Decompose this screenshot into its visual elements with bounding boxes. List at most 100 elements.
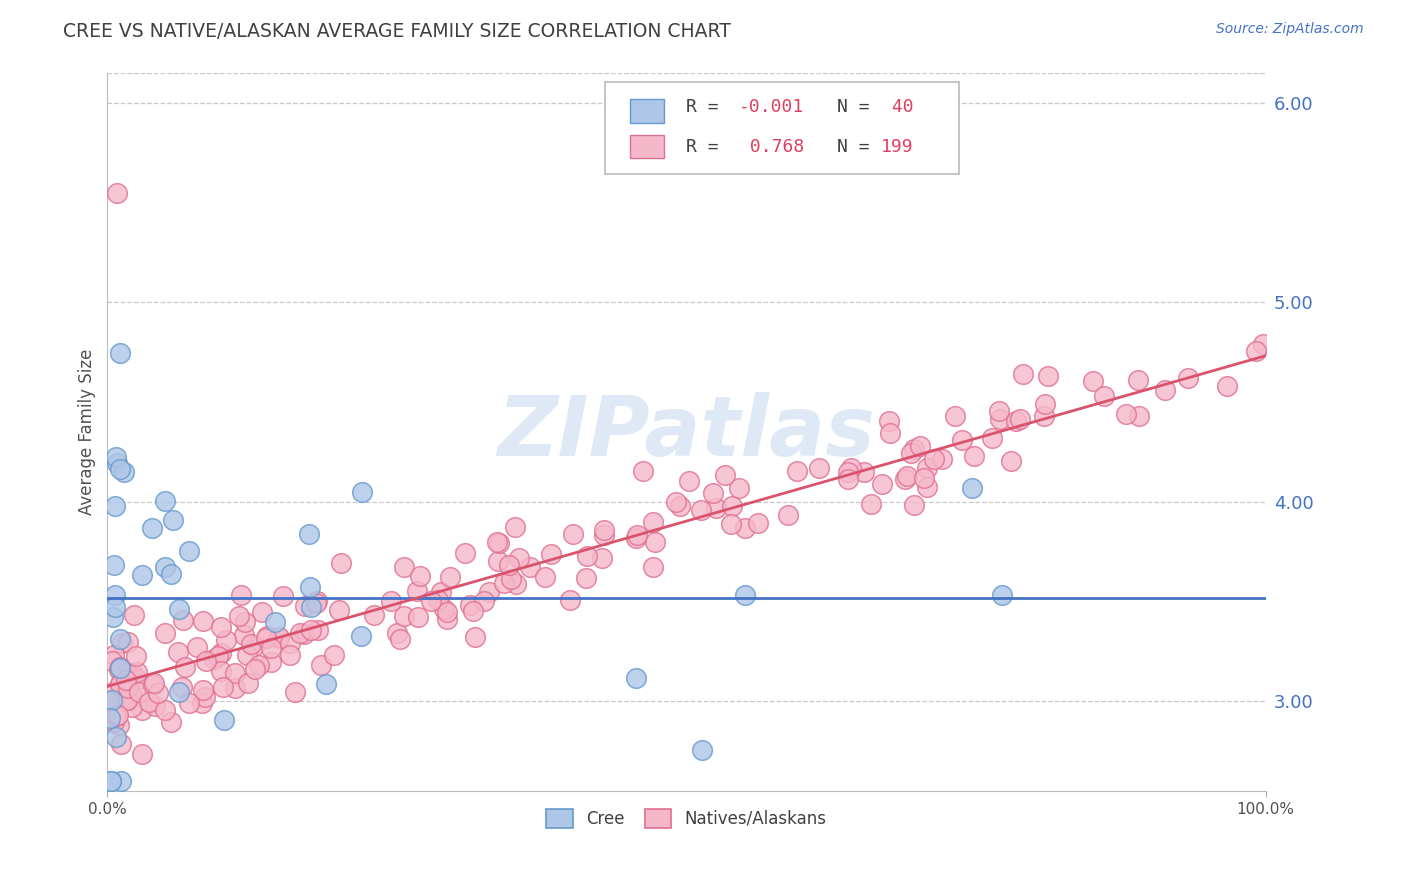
Point	[305, 596, 328, 610]
Point	[1005, 414, 1028, 428]
Point	[98, 711, 121, 725]
Point	[644, 534, 666, 549]
FancyBboxPatch shape	[606, 81, 959, 174]
Point	[108, 346, 131, 360]
Point	[305, 594, 328, 608]
Point	[107, 456, 129, 470]
Point	[641, 559, 664, 574]
Point	[664, 495, 686, 509]
Point	[1251, 336, 1274, 351]
Point	[153, 703, 176, 717]
Point	[229, 588, 252, 602]
Point	[153, 626, 176, 640]
Point	[245, 662, 267, 676]
Point	[115, 673, 138, 688]
Point	[433, 602, 456, 616]
Point	[169, 685, 191, 699]
Point	[922, 452, 945, 467]
Point	[540, 547, 562, 561]
Point	[1177, 371, 1199, 385]
Point	[101, 610, 124, 624]
Point	[837, 472, 859, 486]
Point	[472, 594, 495, 608]
Point	[260, 641, 283, 656]
Text: R =: R =	[686, 138, 730, 156]
Point	[350, 629, 373, 643]
Point	[503, 519, 526, 533]
Point	[177, 696, 200, 710]
Point	[111, 635, 134, 649]
Text: 40: 40	[882, 98, 914, 117]
Point	[575, 571, 598, 585]
Point	[734, 521, 756, 535]
Point	[108, 664, 131, 678]
Point	[690, 503, 713, 517]
Point	[436, 612, 458, 626]
Point	[436, 605, 458, 619]
Point	[232, 628, 254, 642]
Point	[104, 730, 127, 744]
Point	[643, 515, 665, 529]
Point	[1033, 397, 1056, 411]
Point	[879, 425, 901, 440]
Point	[236, 648, 259, 663]
Point	[103, 715, 125, 730]
Point	[297, 527, 319, 541]
Point	[988, 412, 1011, 426]
Point	[233, 615, 256, 629]
Point	[508, 551, 530, 566]
Point	[894, 472, 917, 486]
Point	[110, 737, 132, 751]
Point	[167, 602, 190, 616]
Point	[392, 609, 415, 624]
Point	[212, 680, 235, 694]
Point	[430, 585, 453, 599]
Point	[243, 639, 266, 653]
Point	[1244, 344, 1267, 359]
Point	[101, 685, 124, 699]
Point	[107, 689, 129, 703]
Point	[121, 665, 143, 680]
Point	[1000, 454, 1022, 468]
Point	[492, 576, 515, 591]
Point	[104, 709, 127, 723]
Point	[117, 681, 139, 696]
Point	[734, 588, 756, 602]
Point	[153, 560, 176, 574]
Text: Source: ZipAtlas.com: Source: ZipAtlas.com	[1216, 22, 1364, 37]
Point	[238, 675, 260, 690]
Point	[328, 602, 350, 616]
Point	[747, 516, 769, 531]
Point	[299, 623, 322, 637]
Point	[592, 528, 614, 542]
Point	[107, 707, 129, 722]
Point	[104, 600, 127, 615]
Point	[981, 431, 1004, 445]
Point	[209, 664, 232, 678]
Point	[224, 681, 246, 695]
Point	[131, 568, 153, 582]
Point	[720, 499, 742, 513]
Point	[267, 631, 290, 645]
Point	[307, 623, 329, 637]
Point	[131, 702, 153, 716]
Point	[385, 625, 408, 640]
Point	[111, 667, 134, 681]
Point	[558, 593, 581, 607]
Point	[110, 774, 132, 789]
Point	[1011, 367, 1033, 381]
Point	[505, 577, 527, 591]
Point	[439, 570, 461, 584]
Point	[101, 654, 124, 668]
Point	[114, 465, 136, 479]
Point	[778, 508, 800, 523]
Point	[138, 695, 160, 709]
Point	[100, 774, 122, 789]
Point	[903, 442, 925, 457]
Point	[593, 523, 616, 537]
FancyBboxPatch shape	[630, 99, 665, 122]
Point	[298, 580, 321, 594]
Point	[271, 589, 294, 603]
Point	[299, 600, 322, 615]
Point	[808, 461, 831, 475]
